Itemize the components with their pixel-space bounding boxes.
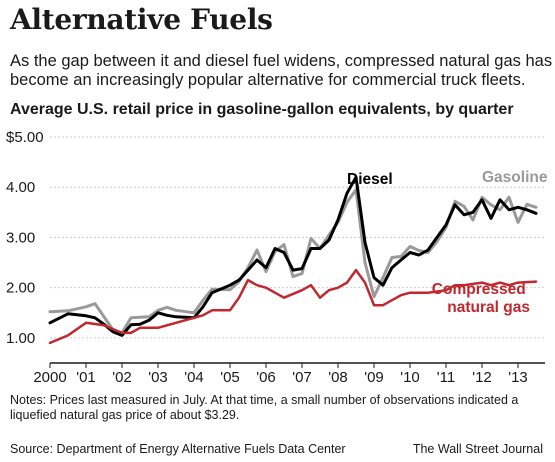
x-tick-label: '13 <box>508 369 528 386</box>
x-tick-label: '11 <box>437 369 455 386</box>
x-tick-label: '07 <box>292 369 312 386</box>
x-tick-label: '03 <box>148 369 168 386</box>
grid-lines <box>50 136 545 339</box>
y-tick-label: 4.00 <box>6 179 35 196</box>
chart-title: Alternative Fuels <box>10 3 273 36</box>
x-tick-label: '02 <box>112 369 132 386</box>
chart-source: Source: Department of Energy Alternative… <box>10 442 346 456</box>
x-tick-label: '06 <box>256 369 276 386</box>
x-axis-ticks: 2000 '01 '02 '03 '04 '05 '06 '07 '08 '09 '10 '11 '12… <box>33 362 545 386</box>
y-tick-label: $5.00 <box>6 129 44 146</box>
chart-notes: Notes: Prices last measured in July. At … <box>10 393 519 422</box>
series-label-diesel: Diesel <box>347 171 393 188</box>
x-tick-label: 2000 <box>33 369 66 386</box>
x-tick-label: '10 <box>400 369 420 386</box>
series-label-cng-line1: Compressed <box>432 281 526 298</box>
series-lines <box>48 175 538 345</box>
series-label-gasoline: Gasoline <box>482 169 548 186</box>
series-label-cng: Compressed natural gas <box>432 281 530 316</box>
series-line-gasoline <box>48 188 538 335</box>
chart-subtitle: As the gap between it and diesel fuel wi… <box>10 52 553 89</box>
series-label-cng-line2: natural gas <box>447 299 530 316</box>
x-tick-label: '12 <box>472 369 492 386</box>
chart-heading: Average U.S. retail price in gasoline-ga… <box>10 101 514 118</box>
y-tick-label: 2.00 <box>6 280 35 297</box>
y-tick-label: 3.00 <box>6 229 35 246</box>
y-axis-ticks: 1.00 2.00 3.00 4.00 $5.00 <box>6 129 44 347</box>
series-line-compressed-natural-gas <box>48 268 538 345</box>
line-chart: 1.00 2.00 3.00 4.00 $5.00 2000 '01 '02 '03 '04 '0… <box>6 129 548 386</box>
x-tick-label: '01 <box>76 369 96 386</box>
x-tick-label: '05 <box>220 369 240 386</box>
x-tick-label: '04 <box>184 369 204 386</box>
chart-credit: The Wall Street Journal <box>412 442 543 456</box>
series-line-diesel <box>48 175 538 337</box>
y-tick-label: 1.00 <box>6 330 35 347</box>
x-tick-label: '08 <box>328 369 348 386</box>
x-tick-label: '09 <box>364 369 384 386</box>
